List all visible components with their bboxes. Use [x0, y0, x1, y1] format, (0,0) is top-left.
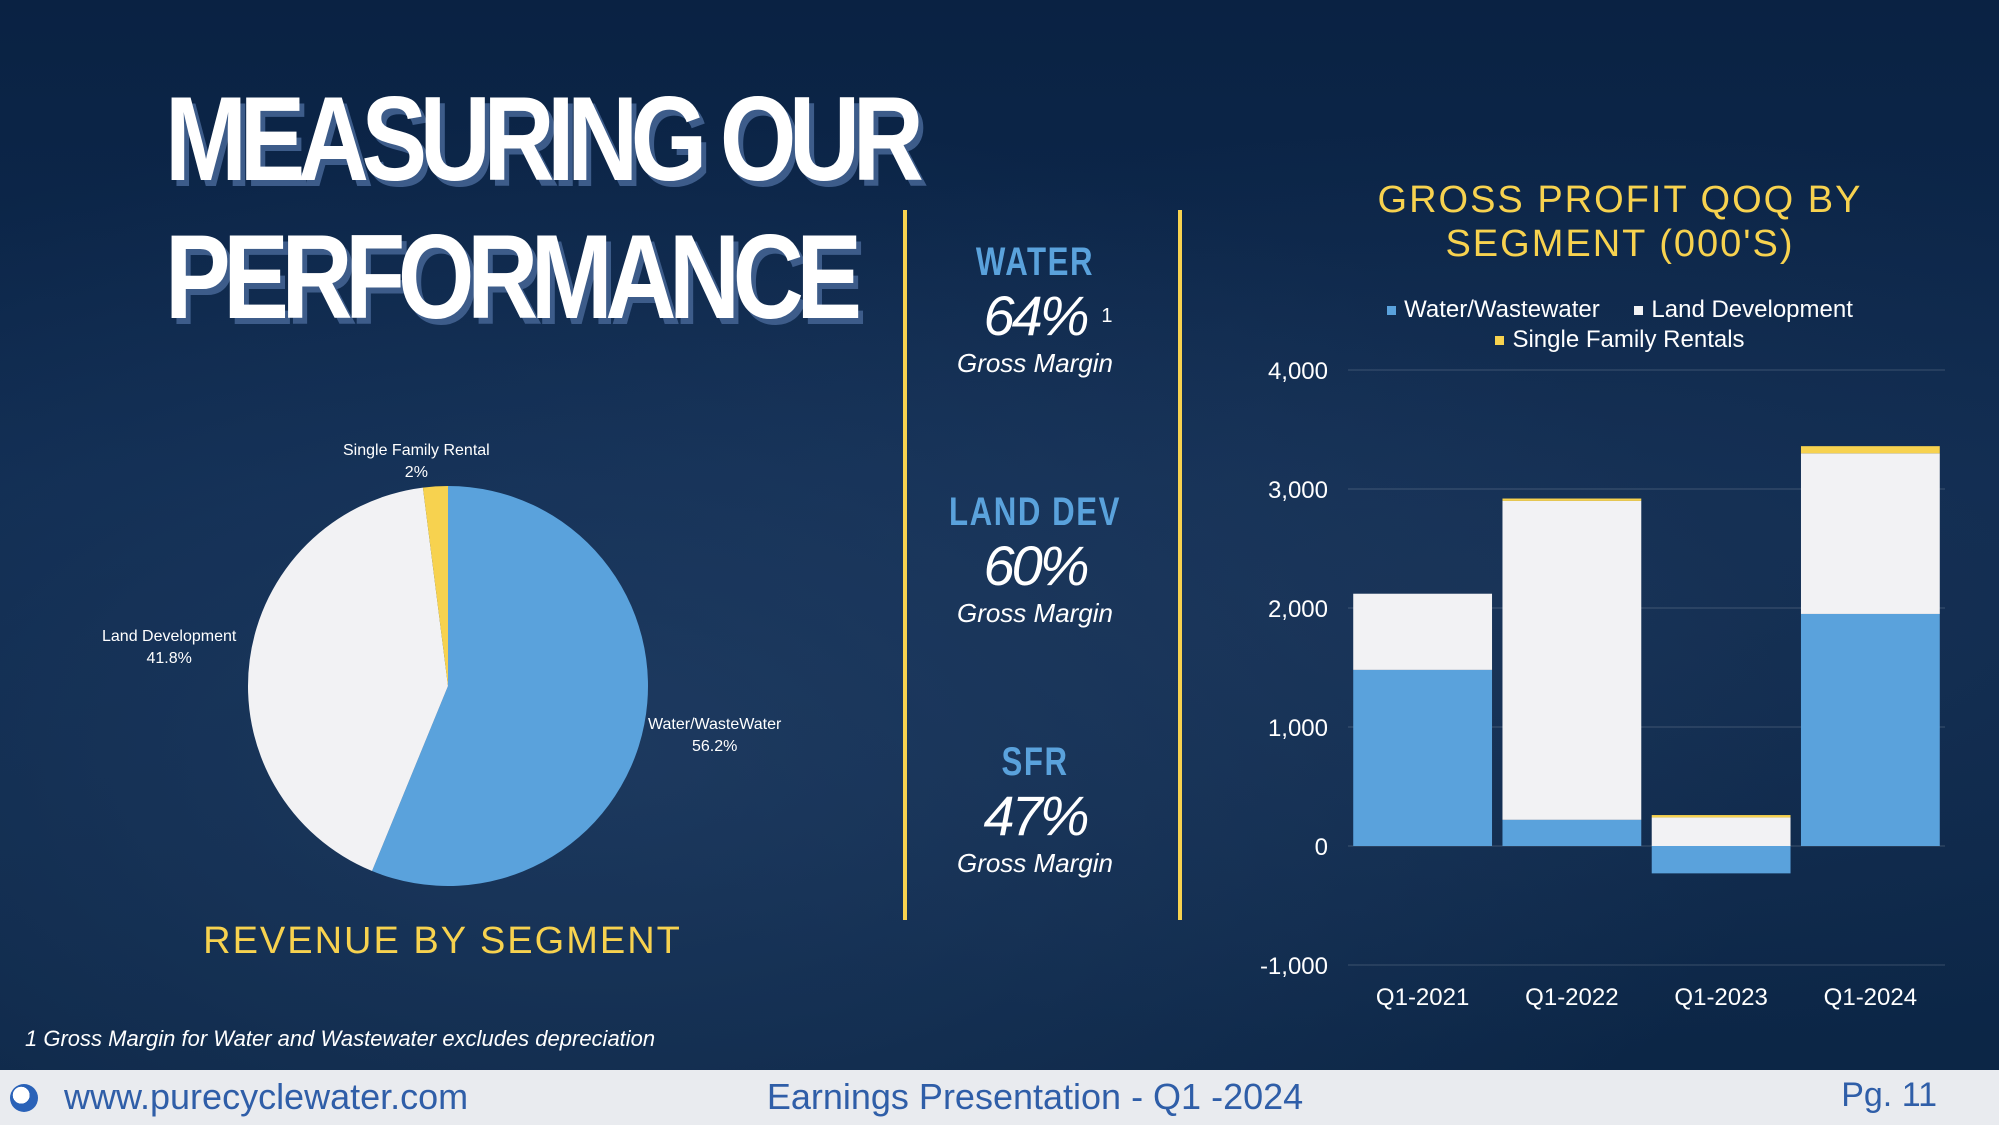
- pie-label-single-family-rental: Single Family Rental 2%: [343, 440, 490, 484]
- bar-single-family-rentals-q1-2024: [1800, 446, 1940, 454]
- kpi-land-dev: LAND DEV 60% Gross Margin: [905, 490, 1165, 629]
- pie-svg: [248, 486, 649, 886]
- x-tick-label: Q1-2024: [1824, 984, 1917, 1011]
- pie-label-land-name: Land Development: [102, 628, 237, 645]
- title-line-2: PERFORMANCE: [165, 210, 862, 344]
- kpi-water-value: 64% 1: [983, 284, 1112, 347]
- bar-title-line-1: GROSS PROFIT QOQ BY: [1377, 179, 1863, 221]
- bar-water-q1-2022: [1502, 819, 1642, 846]
- divider-left: [903, 210, 907, 920]
- legend-swatch-land: [1634, 306, 1644, 316]
- legend-item-sfr: Single Family Rentals: [1495, 325, 1745, 355]
- footnote: 1 Gross Margin for Water and Wastewater …: [25, 1026, 656, 1051]
- kpi-sfr: SFR 47% Gross Margin: [905, 740, 1165, 879]
- presentation-title: Earnings Presentation - Q1 -2024: [766, 1076, 1304, 1117]
- y-tick-label: 2,000: [1268, 596, 1328, 623]
- kpi-land-dev-sub: Gross Margin: [956, 598, 1114, 628]
- pie-label-water-name: Water/WasteWater: [648, 716, 782, 733]
- pie-label-land-development: Land Development 41.8%: [102, 626, 236, 670]
- pie-label-sfr-name: Single Family Rental: [343, 442, 490, 459]
- legend-swatch-sfr: [1495, 336, 1505, 346]
- bar-land-development-q1-2022: [1502, 500, 1642, 820]
- legend-label-sfr: Single Family Rentals: [1512, 326, 1745, 353]
- legend-label-water: Water/Wastewater: [1404, 296, 1600, 323]
- kpi-water: WATER 64% 1 Gross Margin: [905, 240, 1165, 379]
- gross-profit-chart-title: GROSS PROFIT QOQ BY SEGMENT (000'S): [1320, 178, 1920, 266]
- pie-slice-single-family-rental: [422, 486, 448, 686]
- legend-item-land: Land Development: [1634, 295, 1853, 325]
- y-tick-label: 4,000: [1268, 358, 1328, 385]
- kpi-water-name: WATER: [975, 240, 1095, 284]
- kpi-land-dev-value: 60%: [983, 534, 1089, 597]
- bar-water-q1-2023: [1651, 846, 1791, 874]
- kpi-water-sub: Gross Margin: [956, 348, 1114, 378]
- page-number: Pg. 11: [1841, 1076, 1937, 1114]
- bar-single-family-rentals-q1-2022: [1502, 498, 1642, 501]
- kpi-sfr-value-text: 47%: [983, 784, 1089, 847]
- y-tick-label: 3,000: [1268, 477, 1328, 504]
- y-tick-label: 0: [1315, 834, 1328, 861]
- bar-single-family-rentals-q1-2023: [1651, 815, 1791, 818]
- pie-label-water: Water/WasteWater 56.2%: [648, 714, 781, 758]
- pie-label-land-pct: 41.8%: [146, 650, 192, 667]
- bar-water-q1-2021: [1353, 669, 1493, 846]
- bar-land-development-q1-2023: [1651, 817, 1791, 846]
- pie-label-water-pct: 56.2%: [691, 738, 738, 755]
- company-logo-icon: [10, 1084, 38, 1112]
- bar-land-development-q1-2024: [1800, 453, 1940, 614]
- footer-bar: www.purecyclewater.com Earnings Presenta…: [0, 1070, 1999, 1125]
- kpi-land-dev-value-text: 60%: [983, 534, 1089, 597]
- revenue-by-segment-title: REVENUE BY SEGMENT: [203, 920, 682, 962]
- kpi-land-dev-name: LAND DEV: [949, 490, 1121, 534]
- kpi-water-footnote-mark: 1: [1101, 305, 1113, 327]
- gross-profit-bar-chart: 4,000 3,000 2,000 1,000 0 -1,000 Q1-2021 Q1-202…: [1260, 358, 1945, 1011]
- pie-slice-land-development: [248, 487, 448, 872]
- kpi-sfr-value: 47%: [983, 784, 1089, 847]
- bar-chart-legend: Water/Wastewater Land Development Single…: [1320, 295, 1920, 355]
- x-tick-label: Q1-2021: [1376, 984, 1469, 1011]
- bar-water-q1-2024: [1800, 613, 1940, 846]
- kpi-water-value-text: 64%: [983, 284, 1089, 347]
- pie-label-sfr-pct: 2%: [404, 464, 428, 481]
- legend-label-land: Land Development: [1651, 296, 1853, 323]
- x-tick-label: Q1-2023: [1674, 984, 1767, 1011]
- y-tick-label: 1,000: [1268, 715, 1328, 742]
- revenue-pie-chart: Single Family Rental 2% Land Development…: [60, 430, 860, 900]
- bar-land-development-q1-2021: [1353, 593, 1493, 670]
- pie-slice-water-wastewater: [372, 486, 649, 886]
- legend-swatch-water: [1387, 306, 1397, 316]
- divider-right: [1178, 210, 1182, 920]
- page-title: MEASURING OUR PERFORMANCE: [165, 70, 924, 346]
- bar-title-line-2: SEGMENT (000'S): [1445, 223, 1795, 265]
- x-tick-label: Q1-2022: [1525, 984, 1618, 1011]
- y-tick-label: -1,000: [1260, 953, 1328, 980]
- legend-item-water: Water/Wastewater: [1387, 295, 1600, 325]
- kpi-sfr-name: SFR: [1001, 740, 1069, 784]
- title-line-1: MEASURING OUR: [165, 72, 924, 206]
- kpi-sfr-sub: Gross Margin: [956, 848, 1114, 878]
- website-link[interactable]: www.purecyclewater.com: [64, 1076, 469, 1117]
